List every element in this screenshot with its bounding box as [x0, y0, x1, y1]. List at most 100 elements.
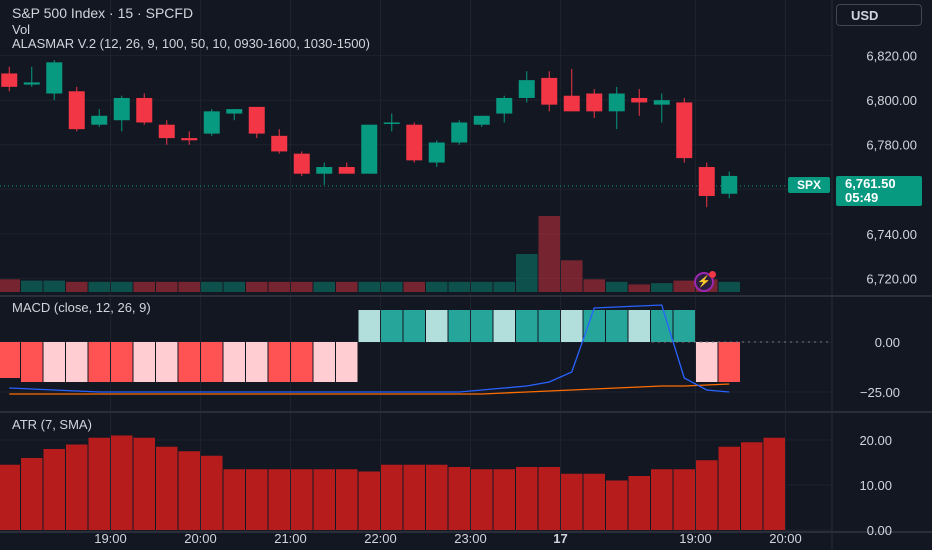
volume-bar	[88, 281, 110, 292]
atr-bar	[538, 467, 560, 530]
macd-histogram-bar	[381, 310, 403, 342]
candle-body	[136, 97, 153, 123]
volume-legend[interactable]: Vol	[12, 22, 31, 37]
candle-body	[361, 124, 378, 174]
volume-bar	[718, 281, 740, 292]
symbol-price-tag: SPX	[788, 177, 830, 193]
atr-bar	[516, 467, 538, 530]
price-axis-label: 6,800.00	[866, 93, 917, 108]
atr-bar	[561, 473, 583, 530]
macd-axis-label: −25.00	[860, 385, 900, 400]
volume-bar	[448, 281, 470, 292]
macd-histogram-bar	[403, 310, 425, 342]
candle-body	[23, 82, 40, 85]
volume-bar	[583, 279, 605, 292]
atr-bar	[178, 451, 200, 530]
macd-histogram-bar	[358, 310, 380, 342]
time-axis-label: 22:00	[364, 531, 397, 546]
atr-bar	[381, 464, 403, 530]
atr-bar	[43, 449, 65, 530]
macd-histogram-bar	[493, 310, 515, 342]
candle-body	[518, 80, 535, 98]
macd-histogram-bar	[21, 342, 43, 382]
atr-axis-label: 20.00	[859, 433, 892, 448]
atr-bar	[448, 467, 470, 530]
candle-body	[158, 124, 175, 139]
currency-button[interactable]: USD	[836, 4, 922, 26]
macd-line	[9, 304, 730, 393]
candle-body	[226, 109, 243, 114]
time-axis-label: 17	[553, 531, 567, 546]
time-axis-label: 20:00	[769, 531, 802, 546]
volume-bar	[223, 281, 245, 292]
macd-histogram-bar	[538, 310, 560, 342]
volume-bar	[673, 280, 695, 292]
last-price-value: 6,761.50	[845, 176, 896, 191]
macd-histogram-bar	[111, 342, 133, 382]
volume-bar	[156, 281, 178, 292]
atr-bar	[0, 464, 20, 530]
volume-bar	[0, 279, 20, 292]
candle-body	[406, 124, 423, 161]
volume-bar	[178, 281, 200, 292]
volume-bar	[561, 260, 583, 292]
macd-histogram-bar	[133, 342, 155, 382]
volume-bar	[21, 280, 43, 292]
candle-body	[203, 111, 220, 134]
atr-axis-label: 10.00	[859, 478, 892, 493]
volume-bar	[291, 281, 313, 292]
volume-bar	[381, 281, 403, 292]
volume-bar	[66, 281, 88, 292]
signal-line	[9, 383, 730, 395]
atr-bar	[403, 464, 425, 530]
macd-histogram-bar	[696, 342, 718, 382]
price-axis-label: 6,780.00	[866, 138, 917, 153]
atr-bar	[111, 435, 133, 530]
volume-bar	[538, 216, 560, 292]
atr-bar	[201, 455, 223, 530]
candle-body	[1, 73, 18, 87]
candle-body	[451, 122, 468, 143]
atr-bar	[358, 471, 380, 530]
macd-histogram-bar	[651, 310, 673, 342]
alert-dot-icon	[709, 271, 716, 278]
candle-body	[338, 167, 355, 174]
indicator-legend[interactable]: ALASMAR V.2 (12, 26, 9, 100, 50, 10, 093…	[12, 36, 370, 51]
atr-bar	[718, 446, 740, 530]
atr-bar	[268, 469, 290, 530]
price-axis-label: 6,740.00	[866, 227, 917, 242]
atr-bar	[223, 469, 245, 530]
candle-body	[653, 100, 670, 105]
volume-bar	[493, 281, 515, 292]
macd-legend[interactable]: MACD (close, 12, 26, 9)	[12, 300, 151, 315]
macd-histogram-bar	[201, 342, 223, 382]
macd-histogram-bar	[628, 310, 650, 342]
candle-body	[473, 115, 490, 125]
macd-histogram-bar	[673, 310, 695, 342]
candle-body	[586, 93, 603, 112]
atr-bar	[673, 469, 695, 530]
candle-body	[293, 153, 310, 174]
candle-body	[608, 93, 625, 112]
atr-bar	[66, 444, 88, 530]
candle-body	[271, 135, 288, 152]
atr-bar	[651, 469, 673, 530]
candle-body	[698, 167, 715, 196]
candle-body	[631, 97, 648, 103]
atr-axis-label: 0.00	[867, 523, 892, 538]
candle-body	[721, 175, 738, 194]
candle-body	[541, 77, 558, 105]
volume-bar	[111, 281, 133, 292]
atr-bar	[156, 446, 178, 530]
atr-legend[interactable]: ATR (7, SMA)	[12, 417, 92, 432]
lightning-bolt-icon[interactable]: ⚡	[694, 272, 714, 292]
atr-bar	[583, 473, 605, 530]
atr-bar	[471, 469, 493, 530]
time-axis-label: 19:00	[679, 531, 712, 546]
candle-body	[181, 138, 198, 141]
macd-histogram-bar	[88, 342, 110, 382]
atr-bar	[291, 469, 313, 530]
symbol-title[interactable]: S&P 500 Index · 15 · SPCFD	[12, 5, 194, 21]
volume-bar	[651, 283, 673, 292]
